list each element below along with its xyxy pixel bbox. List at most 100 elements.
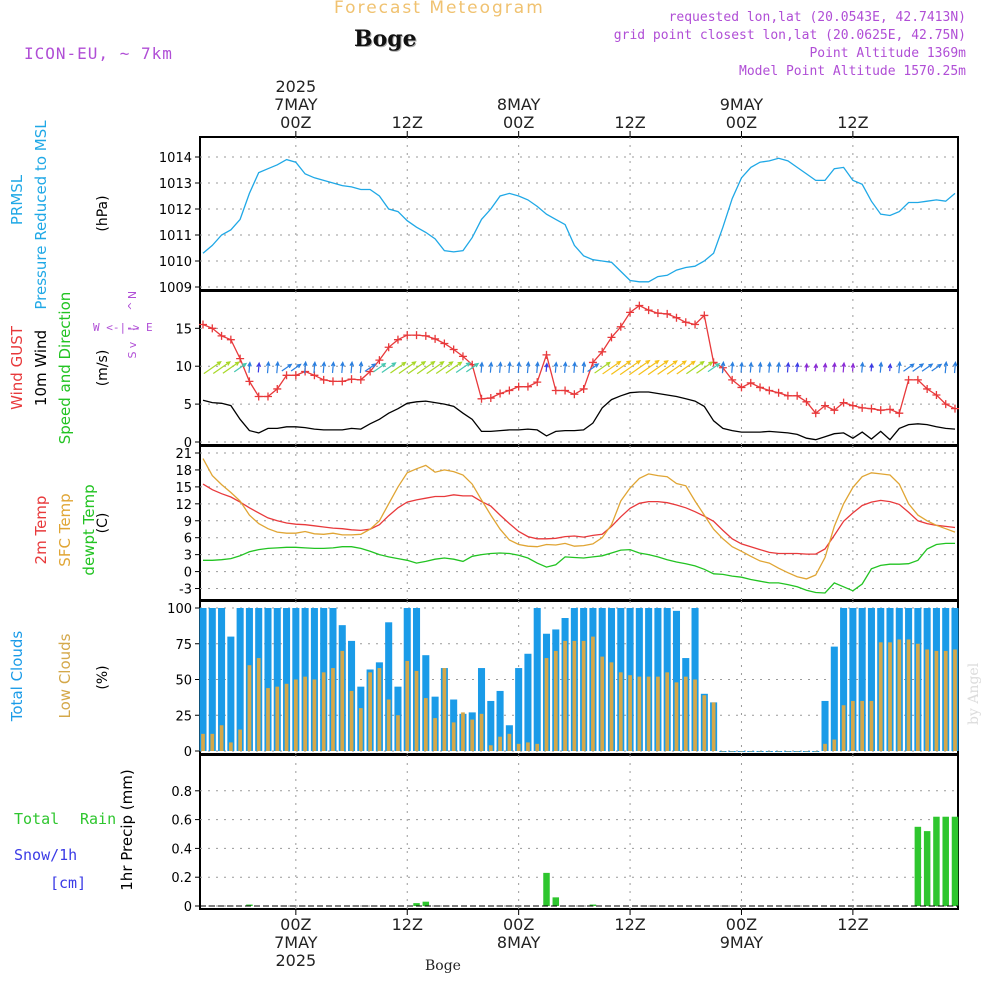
low-cloud-bar [377,668,382,751]
clouds-panel: 0 25 50 75 100 (%) [95,600,959,760]
low-cloud-bar [442,668,447,751]
gust-marker [523,382,532,391]
gust-marker [635,301,644,310]
gust-marker [811,409,820,418]
low-cloud-bar [275,686,280,751]
wind-direction-arrow [931,363,943,372]
low-cloud-bar [303,676,307,751]
gust-marker [356,375,365,384]
low-cloud-bar [841,705,846,751]
low-cloud-bar [934,650,939,751]
low-cloud-bar [804,751,809,752]
low-cloud-bar [609,662,614,751]
pressure-panel: 1009 1010 1011 1012 1013 1014 (hPa) [95,136,959,296]
clouds-ytick-label: 25 [175,709,192,724]
wind-direction-arrow [455,362,471,373]
wind-direction-arrow [312,360,317,374]
wind-direction-arrow [943,360,949,374]
top-time-tick-label: 2025 [275,77,316,96]
clouds-ytick-label: 0 [184,745,192,760]
low-cloud-bar [386,699,391,751]
total-cloud-bar [487,700,495,751]
gust-marker [384,343,393,352]
2m-temp-line [202,483,956,555]
wind-direction-arrow [516,361,522,373]
gust-marker [338,377,347,386]
bottom-time-tick-label: 9MAY [720,933,764,952]
wind-gust-line [202,304,956,415]
low-clouds-axis-label: Low Clouds [56,633,74,718]
chart-title: Forecast Meteogram [334,0,545,18]
total-cloud-bar [273,608,281,751]
precip-frame [199,754,959,910]
precip-bar [923,831,931,906]
pressure-line [202,157,956,283]
low-cloud-bar [646,676,651,751]
model-label: ICON-EU, ~ 7km [24,44,173,63]
dewpt-temp-line [203,542,955,594]
gust-marker [208,324,217,333]
total-cloud-bar [533,608,541,751]
low-cloud-bar [795,751,800,752]
wind-direction-arrow [281,363,293,372]
sfc-temp-line [202,458,956,580]
wind-direction-arrow [594,361,611,374]
model-altitude: Model Point Altitude 1570.25m [739,64,966,79]
low-cloud-bar [739,751,744,752]
wind-direction-arrow [416,360,436,375]
pressure-ytick-label: 1009 [159,281,192,296]
low-cloud-bar [516,743,521,751]
gust-marker [867,404,876,413]
requested-coords: requested lon,lat (20.0543E, 42.7413N) [668,10,966,25]
total-cloud-bar [821,700,829,751]
low-cloud-bar [618,672,623,751]
temp-ytick-label: 18 [175,464,192,479]
gust-marker [282,371,291,380]
gust-marker [793,391,802,400]
low-cloud-bar [656,676,660,751]
low-cloud-bar [897,639,902,751]
wind-direction-arrow [525,360,531,374]
wind-10m-axis-label: 10m Wind [32,330,50,406]
wind-direction-arrow [850,362,856,372]
low-cloud-bar [776,751,781,752]
low-cloud-bar [219,725,224,751]
gust-marker [561,386,570,395]
low-cloud-bar [535,743,540,751]
gust-marker [923,384,932,393]
gust-marker [746,378,755,387]
low-cloud-bar [461,712,465,751]
wind-direction-arrow [610,360,632,375]
low-cloud-bar [405,660,410,751]
wind-direction-arrow [757,361,763,373]
wind-direction-arrow [507,361,512,373]
low-cloud-bar [293,679,298,751]
low-cloud-bar [210,733,215,751]
total-cloud-bar [218,608,226,751]
low-cloud-bar [358,708,363,751]
clouds-ytick-label: 75 [175,638,192,653]
low-cloud-bar [693,679,697,751]
gust-marker [672,313,681,322]
wind-direction-arrow [290,363,302,372]
gust-marker [644,306,653,315]
total-cloud-bar [849,608,857,751]
precip-bar [589,904,597,906]
low-cloud-bar [284,683,289,751]
wind-direction-arrow [860,361,865,373]
pressure-ytick-label: 1010 [159,255,192,270]
gust-marker [477,394,486,403]
wind-direction-arrow [222,361,240,374]
low-cloud-bar [888,642,892,751]
low-cloud-bar [786,751,790,752]
wind-direction-arrow [488,361,494,373]
wind-direction-arrow [303,360,308,374]
wind-direction-arrow [739,361,744,373]
precip-legend-cm: [cm] [50,874,86,892]
gust-marker [291,371,300,380]
gust-marker [449,345,458,354]
total-cloud-bar [496,690,504,751]
gust-marker [533,378,542,387]
temp-dewpt-axis-label: dewpt Temp [80,484,98,575]
